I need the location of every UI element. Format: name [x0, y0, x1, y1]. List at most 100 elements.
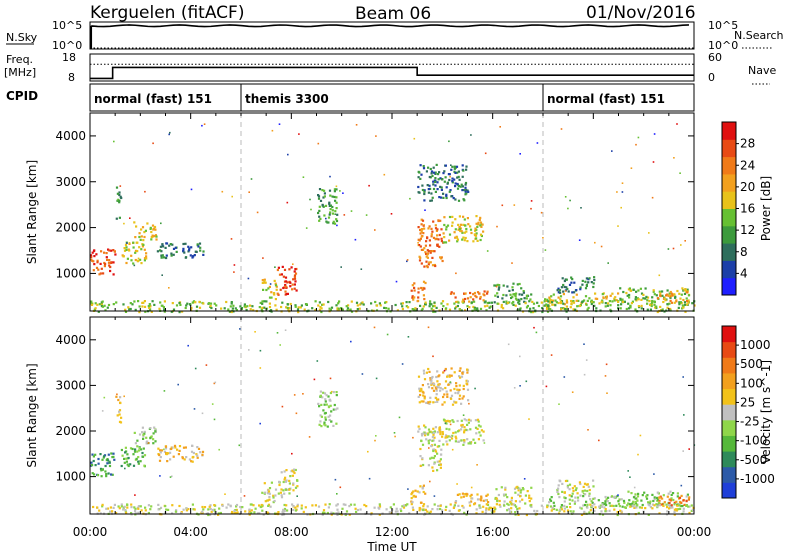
- data-cell: [503, 504, 506, 507]
- scatter-point: [499, 126, 501, 128]
- data-cell: [413, 282, 416, 285]
- data-cell: [439, 458, 442, 461]
- data-cell: [194, 250, 197, 253]
- data-cell: [426, 505, 429, 508]
- data-cell: [430, 383, 433, 386]
- data-cell: [112, 455, 115, 458]
- data-cell: [335, 218, 338, 221]
- data-cell: [432, 448, 435, 451]
- data-cell: [434, 396, 438, 400]
- data-cell: [670, 493, 673, 496]
- data-cell: [456, 171, 459, 174]
- data-cell: [670, 292, 673, 295]
- data-cell: [122, 508, 125, 511]
- data-cell: [469, 495, 472, 498]
- data-cell: [434, 310, 437, 313]
- data-cell: [466, 438, 469, 441]
- data-cell: [433, 462, 436, 465]
- data-cell: [285, 479, 288, 482]
- data-blob: [556, 479, 595, 497]
- y-axis-label: Slant Range [km]: [25, 160, 39, 264]
- data-cell: [670, 301, 673, 304]
- data-cell: [472, 305, 475, 308]
- data-cell: [284, 476, 287, 479]
- data-cell: [427, 188, 430, 191]
- data-cell: [429, 250, 432, 253]
- data-cell: [669, 506, 672, 509]
- scatter-point: [259, 422, 261, 425]
- data-cell: [530, 497, 533, 500]
- data-cell: [658, 499, 661, 502]
- data-cell: [417, 185, 420, 189]
- data-cell: [401, 302, 404, 305]
- data-cell: [466, 388, 470, 391]
- scatter-point: [682, 376, 684, 378]
- data-cell: [563, 507, 566, 510]
- x-tick-label: 12:00: [375, 525, 410, 539]
- data-cell: [469, 228, 473, 231]
- data-cell: [642, 297, 645, 300]
- scatter-point: [684, 240, 686, 242]
- data-cell: [445, 440, 448, 443]
- data-cell: [580, 507, 583, 510]
- data-cell: [322, 205, 325, 208]
- scatter-point: [247, 277, 250, 280]
- data-cell: [387, 307, 390, 310]
- data-cell: [472, 293, 475, 296]
- data-cell: [558, 508, 562, 511]
- scatter-point: [585, 359, 588, 361]
- scatter-point: [144, 190, 146, 193]
- data-cell: [124, 310, 128, 313]
- data-cell: [143, 259, 146, 262]
- data-cell: [324, 503, 327, 506]
- data-cell: [396, 309, 399, 312]
- data-cell: [452, 506, 455, 509]
- data-cell: [611, 292, 614, 295]
- data-cell: [505, 302, 508, 305]
- data-cell: [456, 176, 459, 179]
- data-cell: [475, 432, 478, 435]
- data-cell: [477, 438, 480, 441]
- data-cell: [457, 430, 460, 433]
- data-cell: [607, 496, 610, 499]
- data-cell: [143, 235, 146, 239]
- data-cell: [427, 442, 430, 445]
- cpid-segment-label: normal (fast) 151: [94, 92, 212, 106]
- data-cell: [136, 439, 139, 442]
- data-cell: [481, 510, 484, 513]
- data-cell: [209, 507, 212, 511]
- data-cell: [543, 300, 546, 303]
- data-cell: [508, 289, 511, 292]
- scatter-point: [133, 264, 136, 267]
- data-cell: [427, 191, 430, 194]
- freq-panel-frame: [89, 53, 695, 82]
- data-cell: [647, 501, 650, 504]
- data-cell: [564, 278, 567, 281]
- y-tick-label: 2000: [55, 221, 86, 235]
- data-cell: [605, 498, 608, 501]
- data-cell: [461, 397, 464, 400]
- data-cell: [441, 403, 444, 406]
- data-cell: [106, 306, 109, 309]
- data-cell: [510, 499, 513, 502]
- data-cell: [190, 460, 193, 463]
- data-cell: [575, 487, 578, 490]
- data-cell: [304, 506, 307, 509]
- data-cell: [444, 436, 447, 439]
- data-cell: [479, 498, 482, 501]
- data-cell: [514, 294, 517, 298]
- data-cell: [559, 291, 562, 294]
- data-cell: [438, 233, 441, 237]
- data-cell: [685, 500, 688, 503]
- data-cell: [153, 225, 157, 229]
- data-cell: [445, 427, 448, 430]
- data-cell: [284, 290, 287, 293]
- data-cell: [192, 255, 195, 258]
- data-cell: [551, 301, 554, 304]
- data-cell: [553, 504, 556, 507]
- data-cell: [471, 497, 474, 500]
- data-cell: [297, 306, 300, 309]
- data-cell: [332, 391, 335, 394]
- data-cell: [497, 288, 500, 291]
- data-cell: [590, 500, 593, 503]
